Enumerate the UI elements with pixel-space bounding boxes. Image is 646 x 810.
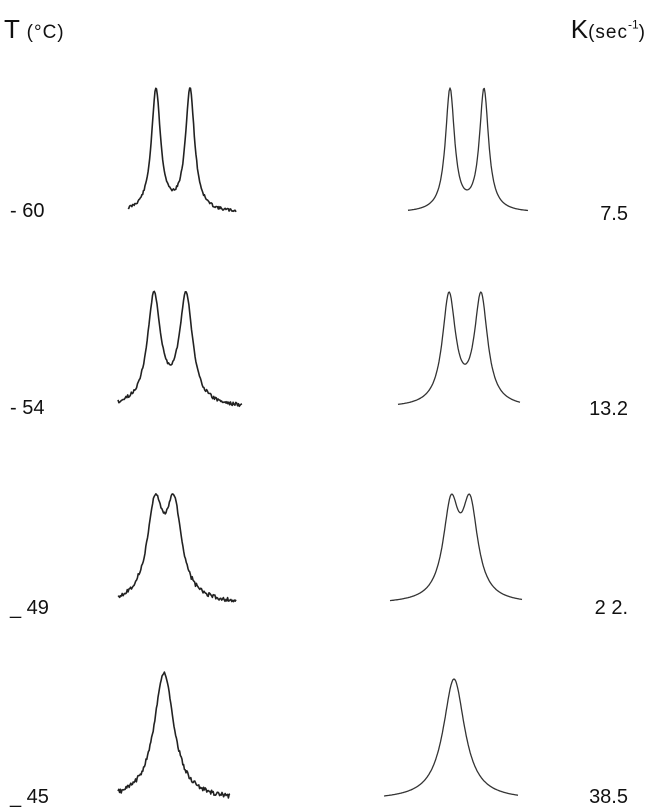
- experimental-spectrum-row-4: [117, 671, 231, 799]
- rate-unit-exponent: -1: [628, 17, 639, 32]
- temperature-label: _ 45: [10, 786, 49, 808]
- calculated-spectrum-row-1: [407, 87, 529, 212]
- calculated-spectrum-row-4: [383, 678, 519, 797]
- rate-label: 38.5: [589, 786, 628, 808]
- calculated-spectrum-row-2: [397, 291, 521, 406]
- rate-symbol: K: [570, 14, 589, 44]
- calculated-spectrum-row-3: [389, 493, 523, 602]
- temperature-symbol: T: [4, 14, 20, 44]
- experimental-spectrum-row-1: [127, 87, 237, 213]
- temperature-label: - 54: [10, 397, 45, 419]
- temperature-label: - 60: [10, 200, 45, 222]
- rate-label: 2 2.: [594, 597, 628, 619]
- rate-unit-close: ): [638, 22, 646, 43]
- temperature-unit: (°C): [26, 22, 65, 43]
- rate-header: K(sec-1): [571, 14, 646, 45]
- experimental-spectrum-row-2: [117, 290, 243, 408]
- rate-label: 7.5: [600, 203, 628, 225]
- temperature-label: _ 49: [10, 597, 49, 619]
- rate-unit: (sec: [588, 22, 628, 43]
- experimental-spectrum-row-3: [117, 493, 237, 603]
- rate-label: 13.2: [589, 398, 628, 420]
- temperature-header: T (°C): [4, 14, 65, 45]
